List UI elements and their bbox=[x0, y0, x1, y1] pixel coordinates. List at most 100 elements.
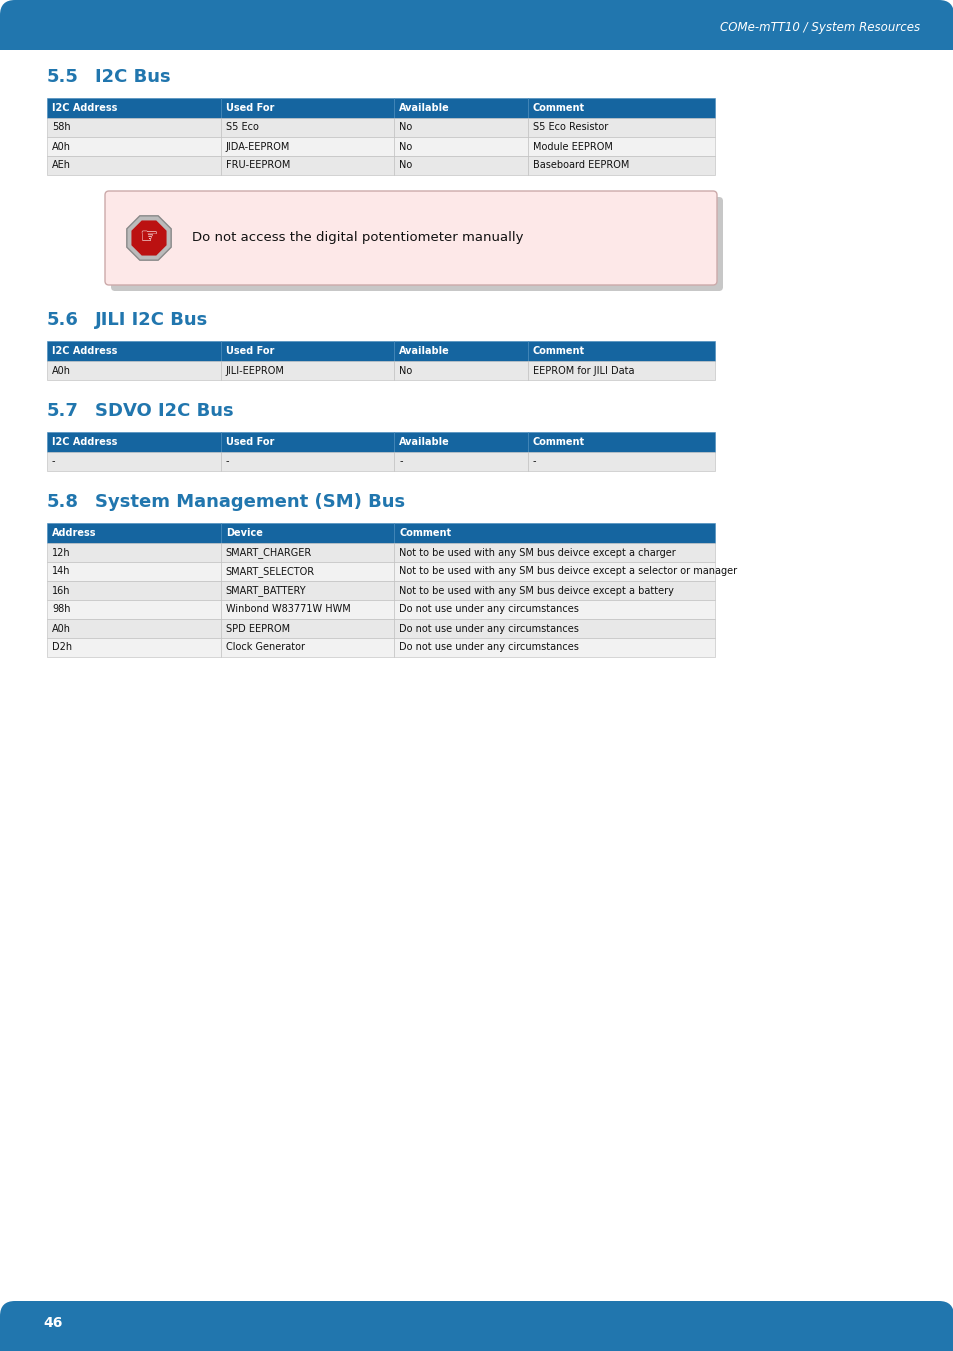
Bar bbox=[394, 543, 714, 562]
Text: Baseboard EEPROM: Baseboard EEPROM bbox=[533, 161, 629, 170]
FancyBboxPatch shape bbox=[0, 1301, 953, 1351]
Bar bbox=[527, 99, 714, 118]
Bar bbox=[220, 638, 394, 657]
Text: Not to be used with any SM bus deivce except a charger: Not to be used with any SM bus deivce ex… bbox=[399, 547, 676, 558]
Text: Used For: Used For bbox=[226, 436, 274, 447]
Bar bbox=[220, 453, 394, 471]
Bar bbox=[47, 562, 220, 581]
Bar bbox=[47, 118, 220, 136]
Bar bbox=[394, 118, 527, 136]
Text: 12h: 12h bbox=[52, 547, 71, 558]
Bar bbox=[220, 136, 394, 155]
Polygon shape bbox=[132, 220, 167, 255]
Bar bbox=[394, 523, 714, 543]
Bar bbox=[220, 99, 394, 118]
Bar bbox=[220, 523, 394, 543]
FancyBboxPatch shape bbox=[111, 197, 722, 290]
Text: -: - bbox=[226, 457, 229, 466]
Bar bbox=[47, 523, 220, 543]
Text: 5.5: 5.5 bbox=[47, 68, 79, 86]
Bar bbox=[47, 340, 220, 361]
Text: Available: Available bbox=[399, 436, 450, 447]
Bar bbox=[47, 619, 220, 638]
Bar bbox=[47, 99, 220, 118]
Text: S5 Eco Resistor: S5 Eco Resistor bbox=[533, 123, 608, 132]
Text: Do not access the digital potentiometer manually: Do not access the digital potentiometer … bbox=[192, 231, 523, 245]
Bar bbox=[220, 155, 394, 176]
Bar bbox=[527, 340, 714, 361]
Bar bbox=[394, 432, 527, 453]
Polygon shape bbox=[127, 216, 171, 261]
Text: A0h: A0h bbox=[52, 366, 71, 376]
FancyBboxPatch shape bbox=[105, 190, 717, 285]
Bar bbox=[47, 453, 220, 471]
Text: 58h: 58h bbox=[52, 123, 71, 132]
Bar bbox=[220, 600, 394, 619]
Text: Available: Available bbox=[399, 346, 450, 357]
Bar bbox=[527, 118, 714, 136]
Text: System Management (SM) Bus: System Management (SM) Bus bbox=[95, 493, 405, 511]
Text: Device: Device bbox=[226, 528, 262, 538]
Bar bbox=[220, 543, 394, 562]
Text: JIDA-EEPROM: JIDA-EEPROM bbox=[226, 142, 290, 151]
Bar bbox=[394, 562, 714, 581]
Bar bbox=[394, 99, 527, 118]
Text: JILI-EEPROM: JILI-EEPROM bbox=[226, 366, 284, 376]
Bar bbox=[527, 453, 714, 471]
Text: I2C Address: I2C Address bbox=[52, 346, 117, 357]
Bar bbox=[394, 453, 527, 471]
Text: Do not use under any circumstances: Do not use under any circumstances bbox=[399, 643, 578, 653]
Bar bbox=[0, 26, 953, 50]
Bar bbox=[47, 136, 220, 155]
Bar bbox=[47, 638, 220, 657]
Bar bbox=[47, 155, 220, 176]
Text: AEh: AEh bbox=[52, 161, 71, 170]
Text: SDVO I2C Bus: SDVO I2C Bus bbox=[95, 403, 233, 420]
Bar bbox=[394, 340, 527, 361]
Text: Do not use under any circumstances: Do not use under any circumstances bbox=[399, 624, 578, 634]
Text: 5.8: 5.8 bbox=[47, 493, 79, 511]
Bar bbox=[394, 361, 527, 380]
Bar bbox=[220, 432, 394, 453]
Bar bbox=[394, 600, 714, 619]
Text: 46: 46 bbox=[43, 1316, 62, 1329]
Text: 14h: 14h bbox=[52, 566, 71, 577]
Bar bbox=[47, 432, 220, 453]
Bar bbox=[394, 638, 714, 657]
Text: S5 Eco: S5 Eco bbox=[226, 123, 258, 132]
Text: Used For: Used For bbox=[226, 346, 274, 357]
Bar bbox=[394, 155, 527, 176]
Text: Available: Available bbox=[399, 103, 450, 113]
Bar bbox=[394, 619, 714, 638]
Text: -: - bbox=[399, 457, 402, 466]
Text: 98h: 98h bbox=[52, 604, 71, 615]
FancyBboxPatch shape bbox=[0, 0, 953, 50]
Text: D2h: D2h bbox=[52, 643, 72, 653]
Text: SMART_BATTERY: SMART_BATTERY bbox=[226, 585, 306, 596]
Text: I2C Bus: I2C Bus bbox=[95, 68, 171, 86]
Bar bbox=[220, 562, 394, 581]
Text: Comment: Comment bbox=[533, 436, 584, 447]
Text: JILI I2C Bus: JILI I2C Bus bbox=[95, 311, 208, 330]
Text: -: - bbox=[533, 457, 536, 466]
Bar bbox=[527, 155, 714, 176]
Text: I2C Address: I2C Address bbox=[52, 103, 117, 113]
Text: FRU-EEPROM: FRU-EEPROM bbox=[226, 161, 290, 170]
Text: SMART_CHARGER: SMART_CHARGER bbox=[226, 547, 312, 558]
Bar bbox=[527, 361, 714, 380]
Bar bbox=[394, 581, 714, 600]
Bar bbox=[527, 432, 714, 453]
Bar bbox=[394, 136, 527, 155]
Text: Not to be used with any SM bus deivce except a selector or manager: Not to be used with any SM bus deivce ex… bbox=[399, 566, 737, 577]
Bar bbox=[220, 581, 394, 600]
Bar bbox=[47, 600, 220, 619]
Text: No: No bbox=[399, 366, 413, 376]
Text: EEPROM for JILI Data: EEPROM for JILI Data bbox=[533, 366, 634, 376]
Bar bbox=[220, 118, 394, 136]
Text: Module EEPROM: Module EEPROM bbox=[533, 142, 612, 151]
Bar bbox=[220, 619, 394, 638]
Text: Comment: Comment bbox=[533, 103, 584, 113]
Text: No: No bbox=[399, 161, 413, 170]
Bar bbox=[527, 136, 714, 155]
Text: Winbond W83771W HWM: Winbond W83771W HWM bbox=[226, 604, 350, 615]
